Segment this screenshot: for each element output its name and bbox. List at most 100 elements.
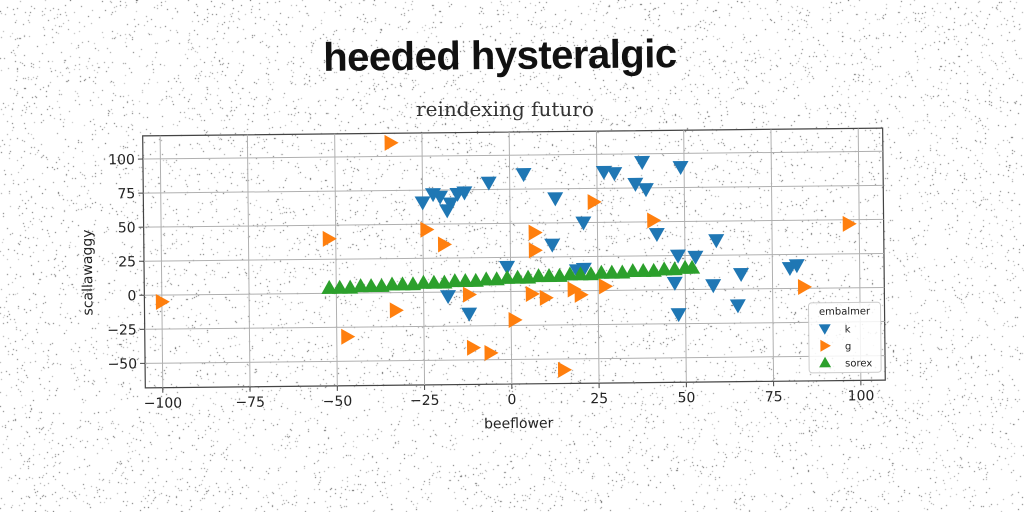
y-grid-line bbox=[142, 150, 883, 160]
marker-k bbox=[456, 186, 473, 201]
marker-sorex bbox=[394, 276, 411, 291]
marker-k bbox=[414, 196, 431, 211]
marker-k bbox=[499, 260, 516, 275]
marker-sorex bbox=[446, 273, 463, 288]
y-tick-label: −50 bbox=[107, 356, 137, 372]
marker-sorex bbox=[331, 279, 348, 294]
marker-g bbox=[384, 134, 399, 151]
marker-g bbox=[389, 302, 404, 319]
marker-k bbox=[672, 160, 689, 176]
legend-label-g: g bbox=[845, 341, 851, 352]
x-tick-label: 100 bbox=[848, 388, 875, 404]
marker-g bbox=[539, 289, 554, 306]
grid-lines bbox=[137, 128, 886, 393]
legend-box bbox=[807, 301, 882, 374]
marker-g bbox=[647, 212, 662, 229]
marker-k bbox=[669, 249, 686, 264]
marker-k bbox=[670, 308, 687, 323]
x-tick-label: 75 bbox=[765, 389, 783, 405]
marker-g bbox=[598, 278, 614, 295]
marker-g bbox=[437, 236, 453, 253]
y-tick-labels: −50 −25 0 25 50 75 100 bbox=[107, 152, 137, 373]
x-tick-labels: −100 −75 −50 −25 0 25 50 75 100 bbox=[144, 388, 875, 412]
marker-k bbox=[575, 216, 592, 231]
marker-k bbox=[732, 267, 749, 283]
marker-g bbox=[587, 194, 602, 211]
x-tick-label: −75 bbox=[235, 395, 265, 411]
marker-k bbox=[729, 299, 746, 314]
x-tick-label: 25 bbox=[590, 391, 608, 407]
marker-k bbox=[687, 250, 704, 265]
marker-sorex bbox=[684, 259, 701, 274]
marker-sorex bbox=[572, 266, 589, 281]
marker-sorex bbox=[541, 268, 558, 283]
marker-sorex bbox=[478, 271, 495, 286]
marker-sorex bbox=[321, 279, 338, 294]
marker-g bbox=[420, 221, 435, 238]
legend-label-k: k bbox=[845, 324, 851, 335]
legend-label-sorex: sorex bbox=[845, 358, 872, 369]
x-grid-line bbox=[159, 135, 164, 388]
x-grid-line bbox=[595, 131, 600, 384]
y-grid-line bbox=[145, 355, 886, 364]
marker-g bbox=[528, 242, 543, 259]
marker-k bbox=[480, 176, 497, 191]
marker-sorex bbox=[426, 274, 443, 289]
marker-k bbox=[708, 234, 725, 249]
marker-k bbox=[637, 183, 654, 198]
legend-marker-g bbox=[820, 339, 831, 352]
x-grid-line bbox=[334, 133, 338, 386]
x-tick-label: −25 bbox=[410, 393, 440, 409]
legend-marker-k bbox=[818, 324, 831, 335]
marker-sorex bbox=[509, 269, 526, 284]
y-grid-line bbox=[144, 287, 885, 296]
y-tick-label: 0 bbox=[127, 288, 136, 304]
y-tick-label: −25 bbox=[107, 322, 137, 338]
marker-k bbox=[431, 190, 448, 205]
marker-g bbox=[842, 215, 857, 232]
marker-k bbox=[439, 290, 456, 305]
marker-k bbox=[461, 307, 478, 322]
x-grid-line bbox=[246, 134, 251, 387]
marker-sorex bbox=[363, 278, 380, 293]
marker-g bbox=[508, 312, 523, 329]
marker-g bbox=[322, 230, 337, 247]
x-grid-line bbox=[770, 129, 775, 382]
x-tick-label: 0 bbox=[507, 392, 516, 408]
data-markers bbox=[155, 134, 857, 378]
marker-sorex bbox=[530, 268, 547, 283]
x-grid-line bbox=[421, 132, 426, 385]
marker-sorex bbox=[656, 261, 673, 276]
marker-sorex bbox=[415, 274, 432, 289]
legend-marker-sorex bbox=[819, 356, 832, 368]
marker-sorex bbox=[562, 266, 579, 281]
marker-sorex bbox=[624, 263, 641, 278]
legend-title: embalmer bbox=[819, 306, 871, 318]
marker-k bbox=[648, 227, 665, 243]
y-tick-label: 75 bbox=[117, 186, 135, 202]
y-grid-line bbox=[143, 252, 884, 262]
marker-k bbox=[544, 238, 561, 253]
marker-k bbox=[627, 177, 644, 192]
y-axis-label: scallawaggy bbox=[80, 229, 97, 315]
marker-g bbox=[462, 286, 477, 303]
marker-g bbox=[466, 339, 482, 356]
x-tick-label: −50 bbox=[323, 394, 353, 410]
marker-sorex bbox=[603, 264, 620, 279]
marker-sorex bbox=[635, 262, 652, 278]
marker-sorex bbox=[457, 272, 474, 288]
x-grid-line bbox=[683, 130, 687, 383]
marker-sorex bbox=[352, 278, 369, 293]
legend: embalmer kg sorex bbox=[807, 301, 882, 374]
marker-sorex bbox=[499, 269, 516, 284]
y-grid-line bbox=[143, 184, 884, 194]
marker-g bbox=[155, 293, 170, 310]
y-tick-label: 25 bbox=[118, 254, 136, 270]
y-tick-label: 50 bbox=[118, 220, 136, 236]
marker-sorex bbox=[593, 264, 610, 279]
marker-k bbox=[634, 155, 651, 170]
y-grid-line bbox=[143, 218, 884, 228]
chart-subtitle: reindexing futuro bbox=[416, 97, 594, 121]
